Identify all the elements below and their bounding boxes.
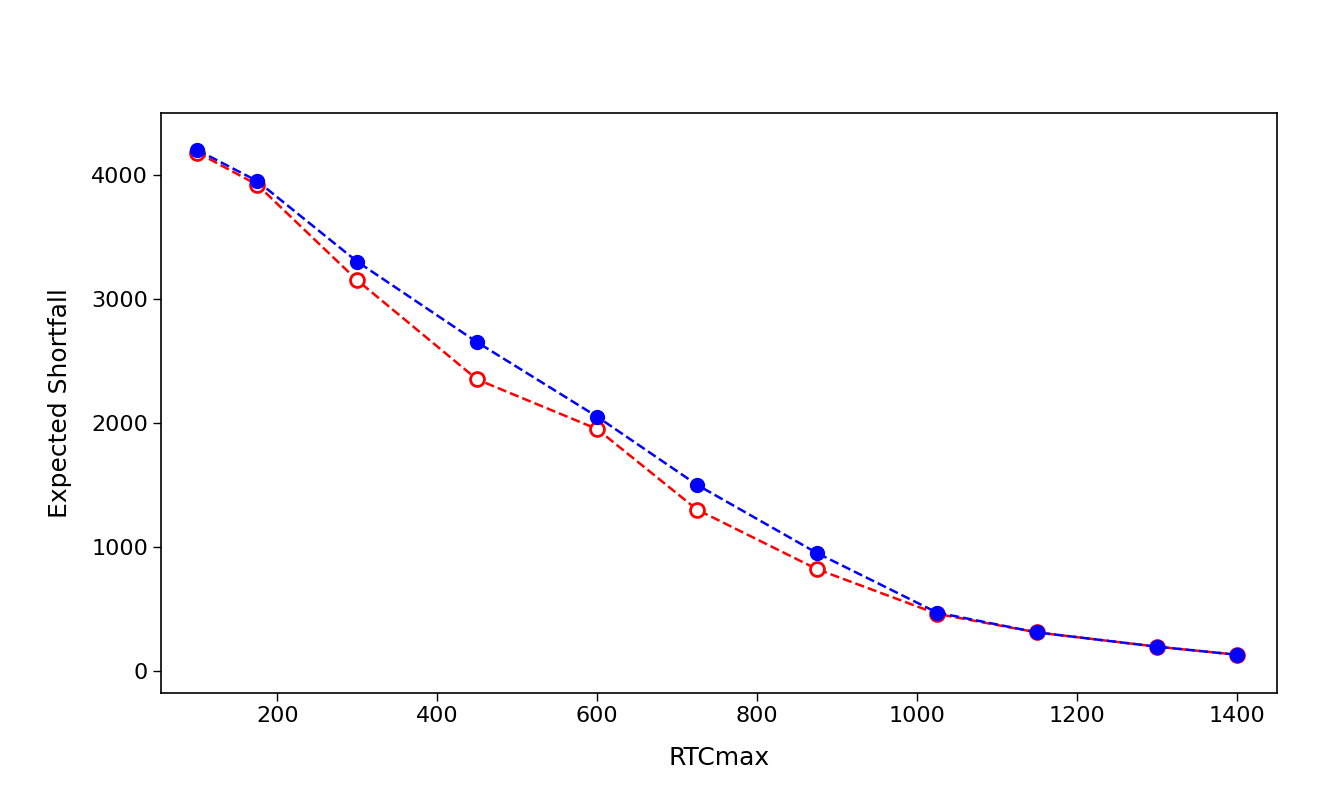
Y-axis label: Expected Shortfall: Expected Shortfall — [48, 288, 71, 518]
X-axis label: RTCmax: RTCmax — [668, 746, 770, 770]
